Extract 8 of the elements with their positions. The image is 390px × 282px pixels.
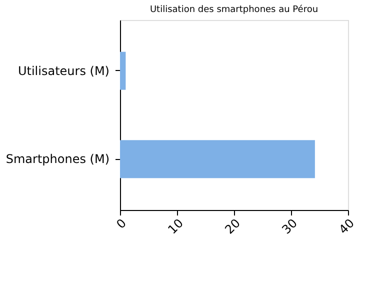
y-tick-label: Smartphones (M): [6, 152, 110, 166]
x-tick-label: 0: [114, 216, 129, 232]
x-tick-label: 40: [336, 216, 357, 237]
x-tick-label: 30: [279, 216, 300, 237]
y-tick-label: Utilisateurs (M): [18, 64, 110, 78]
x-tick-label: 20: [222, 216, 243, 237]
x-tick-label: 10: [165, 216, 186, 237]
chart-title: Utilisation des smartphones au Pérou: [150, 4, 318, 15]
